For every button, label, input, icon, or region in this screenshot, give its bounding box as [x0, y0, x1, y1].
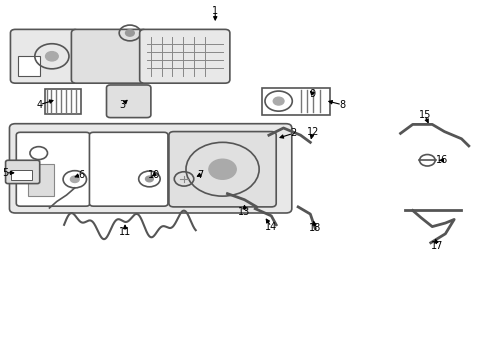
Text: 15: 15	[418, 111, 430, 121]
Text: 11: 11	[119, 227, 131, 237]
FancyBboxPatch shape	[10, 30, 79, 83]
Text: 14: 14	[264, 222, 277, 231]
Text: 7: 7	[197, 170, 203, 180]
Text: 13: 13	[238, 207, 250, 217]
FancyBboxPatch shape	[27, 164, 54, 196]
FancyBboxPatch shape	[5, 160, 40, 184]
Circle shape	[145, 176, 153, 182]
FancyBboxPatch shape	[106, 85, 151, 118]
FancyBboxPatch shape	[89, 132, 167, 206]
FancyBboxPatch shape	[140, 30, 229, 83]
Text: 17: 17	[430, 241, 443, 251]
Circle shape	[70, 176, 79, 183]
Text: 12: 12	[306, 127, 318, 136]
Text: 16: 16	[435, 155, 447, 165]
Text: 8: 8	[338, 100, 345, 110]
Text: 18: 18	[308, 224, 321, 233]
FancyBboxPatch shape	[9, 124, 291, 213]
Circle shape	[125, 30, 134, 36]
Text: 2: 2	[289, 129, 296, 138]
Circle shape	[208, 159, 236, 179]
FancyBboxPatch shape	[11, 170, 32, 180]
FancyBboxPatch shape	[168, 132, 276, 207]
Text: 6: 6	[78, 170, 84, 180]
Text: 9: 9	[309, 89, 315, 99]
FancyBboxPatch shape	[44, 89, 81, 114]
Text: 10: 10	[148, 170, 160, 180]
Circle shape	[273, 97, 284, 105]
Bar	[261, 88, 329, 115]
Circle shape	[45, 51, 58, 61]
Text: 1: 1	[212, 6, 218, 17]
FancyBboxPatch shape	[18, 56, 40, 76]
FancyBboxPatch shape	[71, 30, 147, 83]
Text: 4: 4	[37, 100, 42, 110]
FancyBboxPatch shape	[16, 132, 90, 206]
Text: 5: 5	[2, 168, 9, 178]
Text: 3: 3	[119, 100, 125, 110]
